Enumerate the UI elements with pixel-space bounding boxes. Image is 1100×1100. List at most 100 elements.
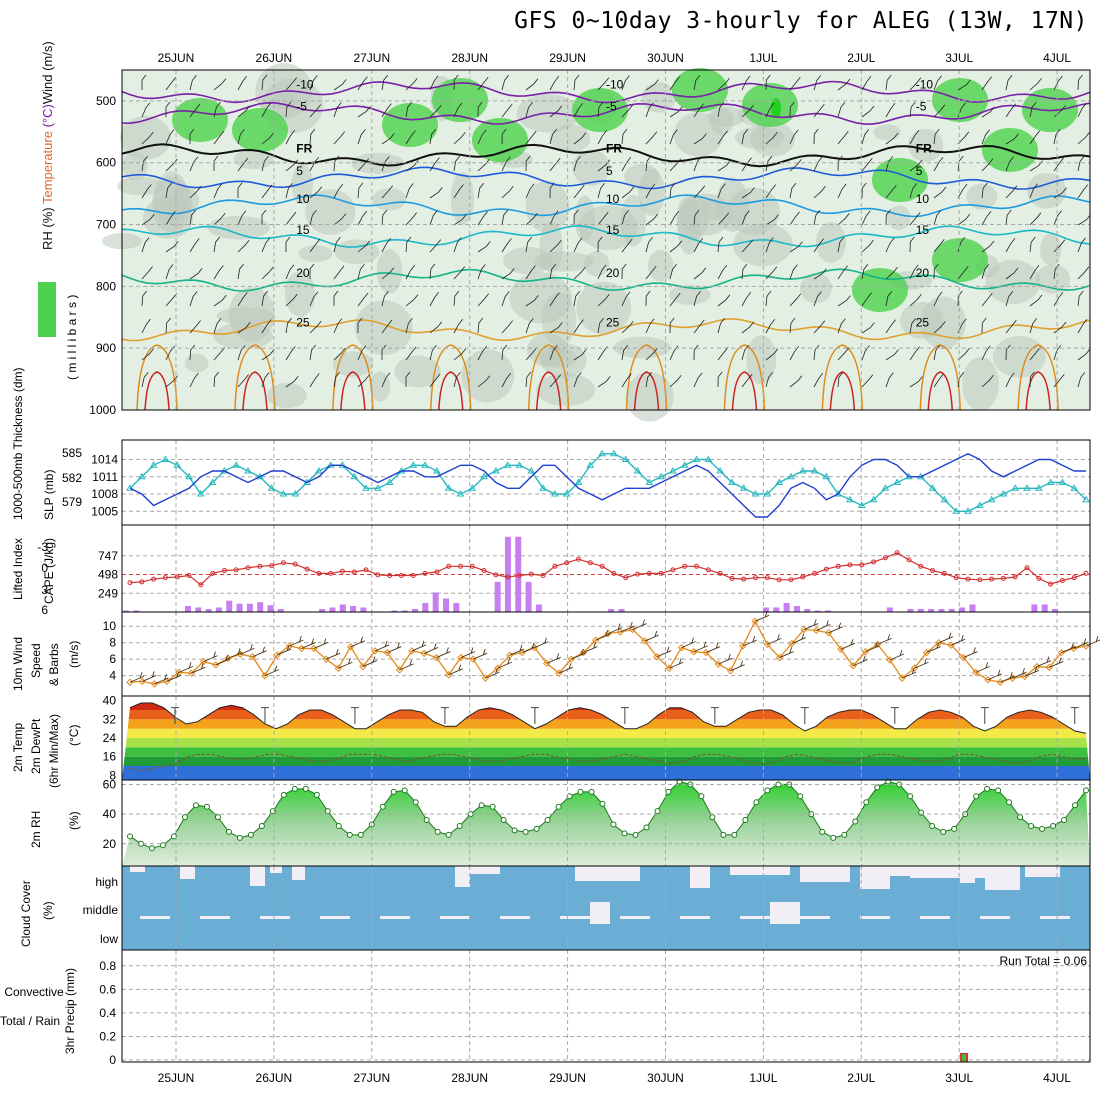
thick-marker (1058, 478, 1067, 485)
thick-marker (610, 449, 618, 457)
li-marker (210, 570, 216, 576)
temp-ylabel: (6hr Min/Max) (47, 714, 61, 788)
chart-title: GFS 0~10day 3-hourly for ALEG (13W, 17N) (514, 8, 1088, 34)
cloud-low-gap (380, 916, 410, 919)
li-marker (505, 574, 511, 580)
wind-barb (477, 129, 487, 145)
wind-barb (309, 344, 316, 361)
wind-barb (381, 267, 395, 280)
li-marker (871, 559, 877, 565)
li-marker (941, 570, 947, 576)
wind-barb (765, 372, 773, 388)
wind-barb (933, 128, 940, 145)
upper-ylabel2: ( m i l l i b a r s ) (65, 295, 79, 380)
rh-marker (456, 822, 463, 829)
wind-barb (1029, 236, 1036, 253)
wind-barb (501, 185, 514, 199)
wind-barb (645, 347, 658, 361)
wind-barb (981, 292, 993, 307)
li-marker (989, 576, 995, 582)
li-marker (375, 572, 381, 578)
rh-blob (533, 251, 594, 272)
temp-loop (1017, 344, 1059, 411)
cloud-low-gap (500, 916, 530, 919)
temp-errorbar (710, 707, 719, 724)
wind-barb (357, 76, 368, 91)
cloud-low-gap (740, 916, 770, 919)
wind-barb (501, 156, 511, 172)
cape-bar (618, 608, 625, 612)
temp-loop (234, 344, 276, 411)
wind-barb (632, 619, 647, 630)
wind-barb (423, 643, 439, 654)
wind-barb (525, 371, 532, 388)
wind-barb (429, 263, 436, 280)
wind-barb (597, 101, 604, 118)
wind-barb (285, 159, 299, 172)
rh-blob (992, 335, 1046, 378)
ytick-label: 500 (96, 94, 116, 108)
date-label-top: 26JUN (256, 51, 293, 65)
wind-barb (237, 105, 251, 118)
wind-barb (237, 374, 249, 388)
thick-marker (857, 501, 866, 508)
wind-barb (381, 291, 389, 307)
wind-barb (789, 129, 799, 145)
wind-barb (261, 184, 273, 199)
date-label-bottom: 3JUL (945, 1071, 973, 1085)
thick-marker (574, 478, 583, 485)
wind-barb (477, 375, 491, 388)
wind-barb (285, 101, 292, 118)
wind-barb (1000, 672, 1015, 683)
wind-barb (717, 236, 724, 253)
wind-barb (285, 264, 295, 280)
wind-barb (741, 373, 753, 388)
wind-barb (477, 293, 490, 307)
wind-barb (261, 209, 267, 225)
thick-marker (598, 449, 606, 457)
wind-barb (405, 346, 417, 361)
wind-barb (765, 102, 775, 118)
temp-band (122, 719, 1090, 729)
rh-marker (1083, 787, 1089, 794)
temp-errorbar (800, 707, 809, 724)
wind-barb (1085, 635, 1100, 647)
thick-marker (244, 467, 252, 474)
li-marker (528, 571, 534, 577)
temp-errorbar (890, 707, 899, 724)
thick-marker (279, 490, 288, 497)
li-marker (1012, 574, 1018, 580)
wind-barb (861, 240, 874, 253)
wind-barb (705, 642, 721, 654)
rh-blob-moist (432, 78, 488, 122)
thick-marker (161, 455, 170, 462)
wind-barb (261, 237, 271, 253)
rh-blob (376, 249, 403, 294)
li-marker (493, 572, 499, 578)
temp-loop (625, 344, 668, 411)
wind-barb (573, 132, 587, 145)
wind-barb (429, 291, 440, 307)
wind-barb (333, 237, 341, 253)
wind-barb (448, 664, 463, 676)
wind-barb (497, 658, 512, 669)
wind-barb (357, 292, 369, 307)
li-marker (398, 573, 404, 579)
wind-barb (621, 373, 632, 388)
li-marker (918, 563, 924, 569)
rh-blob (647, 250, 674, 282)
cape-bar (246, 603, 253, 612)
wind-barb (285, 77, 298, 91)
cloud-high-gap (455, 866, 470, 887)
wind-barb (333, 213, 347, 226)
wind-barb (285, 293, 298, 307)
wind-barb (693, 344, 699, 361)
ytick-left: 3 (41, 583, 48, 597)
ytick-label: 800 (96, 279, 116, 293)
wind-barb (669, 292, 681, 307)
date-label-top: 1JUL (749, 51, 777, 65)
wind-barb (301, 638, 316, 649)
wind-barb (573, 266, 586, 280)
wind-barb (765, 319, 776, 334)
